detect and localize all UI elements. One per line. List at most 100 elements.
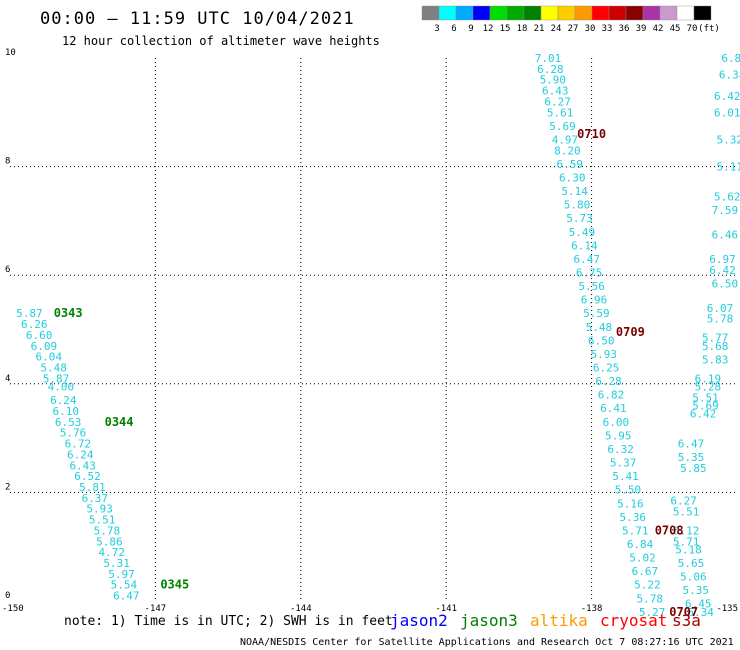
data-point: 5.02 [629, 552, 656, 565]
legend-label: 3 [434, 24, 439, 34]
data-point: 6.01 [714, 106, 740, 119]
legend-swatch [523, 5, 542, 21]
mission-label: jason3 [460, 611, 518, 630]
legend-swatch [693, 5, 712, 21]
x-tick-label: -144 [290, 604, 312, 614]
data-point: 6.19 [695, 372, 722, 385]
x-tick-label: -150 [2, 604, 24, 614]
data-point: 5.51 [673, 505, 700, 518]
legend-label: 21 [534, 24, 545, 34]
x-axis-ticks: -150 -147 -144 -141 -138 -135 [2, 604, 738, 614]
time-label: 0707 [669, 605, 698, 619]
grid-lines [10, 58, 737, 601]
data-point: 5.62 [714, 190, 740, 203]
data-point: 5.37 [610, 457, 637, 470]
data-point: 5.35 [683, 584, 710, 597]
data-point: 5.54 [111, 579, 138, 592]
legend-label: 36 [619, 24, 630, 34]
data-point: 6.07 [707, 302, 734, 315]
data-point: 4.97 [552, 133, 579, 146]
data-point: 6.47 [574, 253, 601, 266]
data-point: 6.43 [69, 459, 96, 472]
legend-swatch [642, 5, 661, 21]
data-point: 6.42 [714, 90, 740, 103]
data-point: 6.53 [55, 416, 82, 429]
data-point: 6.46 [712, 228, 739, 241]
legend-label: 39 [636, 24, 647, 34]
data-point: 6.47 [678, 438, 705, 451]
data-point: 6.52 [74, 470, 101, 483]
data-point: 5.78 [94, 524, 121, 537]
data-point: 5.78 [637, 592, 664, 605]
data-point: 5.11 [716, 161, 740, 174]
data-point: 5.28 [695, 381, 722, 394]
data-point: 5.87 [16, 307, 43, 320]
data-point: 6.42 [709, 264, 736, 277]
data-point: 5.71 [622, 524, 649, 537]
data-point: 5.81 [79, 481, 106, 494]
data-point: 5.86 [96, 535, 123, 548]
data-point: 6.75 [576, 266, 603, 279]
data-point: 6.50 [712, 277, 739, 290]
time-label: 0708 [655, 523, 684, 537]
data-point: 5.78 [707, 313, 734, 326]
mission-label: s3a [672, 611, 701, 630]
data-point: 5.31 [103, 557, 130, 570]
data-point: 6.09 [31, 340, 58, 353]
data-point: 6.45 [685, 598, 712, 611]
legend-label: 33 [602, 24, 613, 34]
data-point: 6.24 [67, 448, 94, 461]
legend-swatch [540, 5, 559, 21]
data-point: 6.24 [50, 394, 77, 407]
data-point: 6.67 [632, 565, 659, 578]
data-point: 6.50 [588, 334, 615, 347]
legend-swatch [659, 5, 678, 21]
data-point: 6.42 [690, 408, 717, 421]
time-label: 0345 [160, 578, 189, 592]
data-point: 5.06 [680, 571, 707, 584]
y-tick-label: 2 [5, 482, 10, 492]
data-point: 5.73 [566, 212, 593, 225]
data-point: 5.93 [86, 503, 113, 516]
data-point: 6.27 [670, 495, 697, 508]
data-point: 6.37 [82, 492, 109, 505]
legend-swatch [625, 5, 644, 21]
data-point: 5.51 [692, 391, 719, 404]
data-point: 7.59 [712, 204, 739, 217]
data-point: 6.85 [721, 52, 740, 65]
legend-label: 42 [653, 24, 664, 34]
chart-title: 00:00 – 11:59 UTC 10/04/2021 [40, 9, 355, 29]
data-point: 6.60 [26, 329, 53, 342]
data-point: 6.28 [595, 375, 622, 388]
legend-swatch [421, 5, 440, 21]
y-tick-label: 8 [5, 157, 10, 167]
data-point: 5.49 [569, 226, 596, 239]
legend-label: 15 [500, 24, 511, 34]
data-point: 5.27 [639, 606, 666, 619]
data-point: 6.30 [559, 171, 586, 184]
data-point: 6.43 [542, 85, 569, 98]
legend-label: 70 [687, 24, 698, 34]
data-point: 5.65 [678, 557, 705, 570]
legend-swatch [676, 5, 695, 21]
legend-swatch [472, 5, 491, 21]
y-tick-label: 10 [5, 48, 16, 58]
data-point: 5.80 [564, 199, 591, 212]
data-point: 6.14 [571, 239, 598, 252]
data-point: 5.87 [43, 372, 70, 385]
data-point: 5.61 [547, 106, 574, 119]
data-point: 6.10 [52, 405, 79, 418]
time-label: 0343 [54, 306, 83, 320]
legend-label: 18 [517, 24, 528, 34]
mission-label: jason2 [390, 611, 448, 630]
time-label: 0344 [105, 415, 134, 429]
legend-label: 6 [451, 24, 456, 34]
legend-label: 27 [568, 24, 579, 34]
data-point: 6.96 [581, 294, 608, 307]
data-point: 6.41 [600, 402, 627, 415]
data-point: 6.34 [687, 606, 714, 619]
data-point: 4.00 [48, 381, 75, 394]
data-point: 5.18 [675, 543, 702, 556]
legend-label: 30 [585, 24, 596, 34]
